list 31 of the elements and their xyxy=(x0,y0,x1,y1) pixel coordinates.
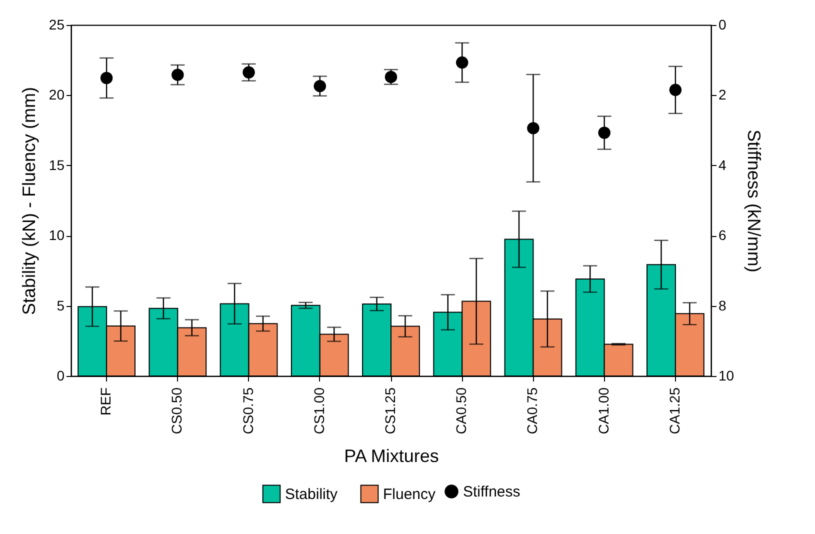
x-tick-label: CA1.00 xyxy=(595,387,612,434)
x-tick-label: CA1.25 xyxy=(666,387,682,434)
y2-tick-label: 0 xyxy=(718,16,726,32)
point xyxy=(456,56,468,69)
point xyxy=(100,72,113,84)
y2-tick-label: 2 xyxy=(718,86,726,103)
y2-tick-label: 6 xyxy=(718,227,726,244)
x-tick-label: CS0.50 xyxy=(168,387,185,434)
x-tick-label: CS1.25 xyxy=(382,387,398,434)
y-tick-label: 25 xyxy=(48,16,65,32)
y-tick-label: 15 xyxy=(48,156,65,173)
y-tick-label: 10 xyxy=(48,227,65,244)
x-axis-title: PA Mixtures xyxy=(344,446,439,466)
y-tick-label: 0 xyxy=(56,368,65,384)
legend-label: Stiffness xyxy=(463,484,520,500)
y-tick-label: 20 xyxy=(48,86,65,103)
y-axis-title: Stability (kN) - Fluency (mm) xyxy=(18,86,39,316)
x-tick-label: REF xyxy=(98,388,114,416)
legend-label: Fluency xyxy=(383,486,436,503)
y2-tick-label: 10 xyxy=(718,368,734,384)
y2-axis-title: Stiffness (kN/mm) xyxy=(744,130,764,272)
y2-tick-label: 8 xyxy=(718,297,726,314)
y-tick-label: 5 xyxy=(56,297,65,314)
point xyxy=(314,80,326,92)
x-tick-label: CS1.00 xyxy=(310,387,327,434)
x-tick-label: CA0.50 xyxy=(453,387,470,434)
y2-tick-label: 4 xyxy=(718,156,726,173)
point xyxy=(669,84,682,96)
x-tick-label: CS0.75 xyxy=(240,387,256,434)
legend-label: Stability xyxy=(285,486,338,503)
x-tick-label: CA0.75 xyxy=(524,387,540,434)
